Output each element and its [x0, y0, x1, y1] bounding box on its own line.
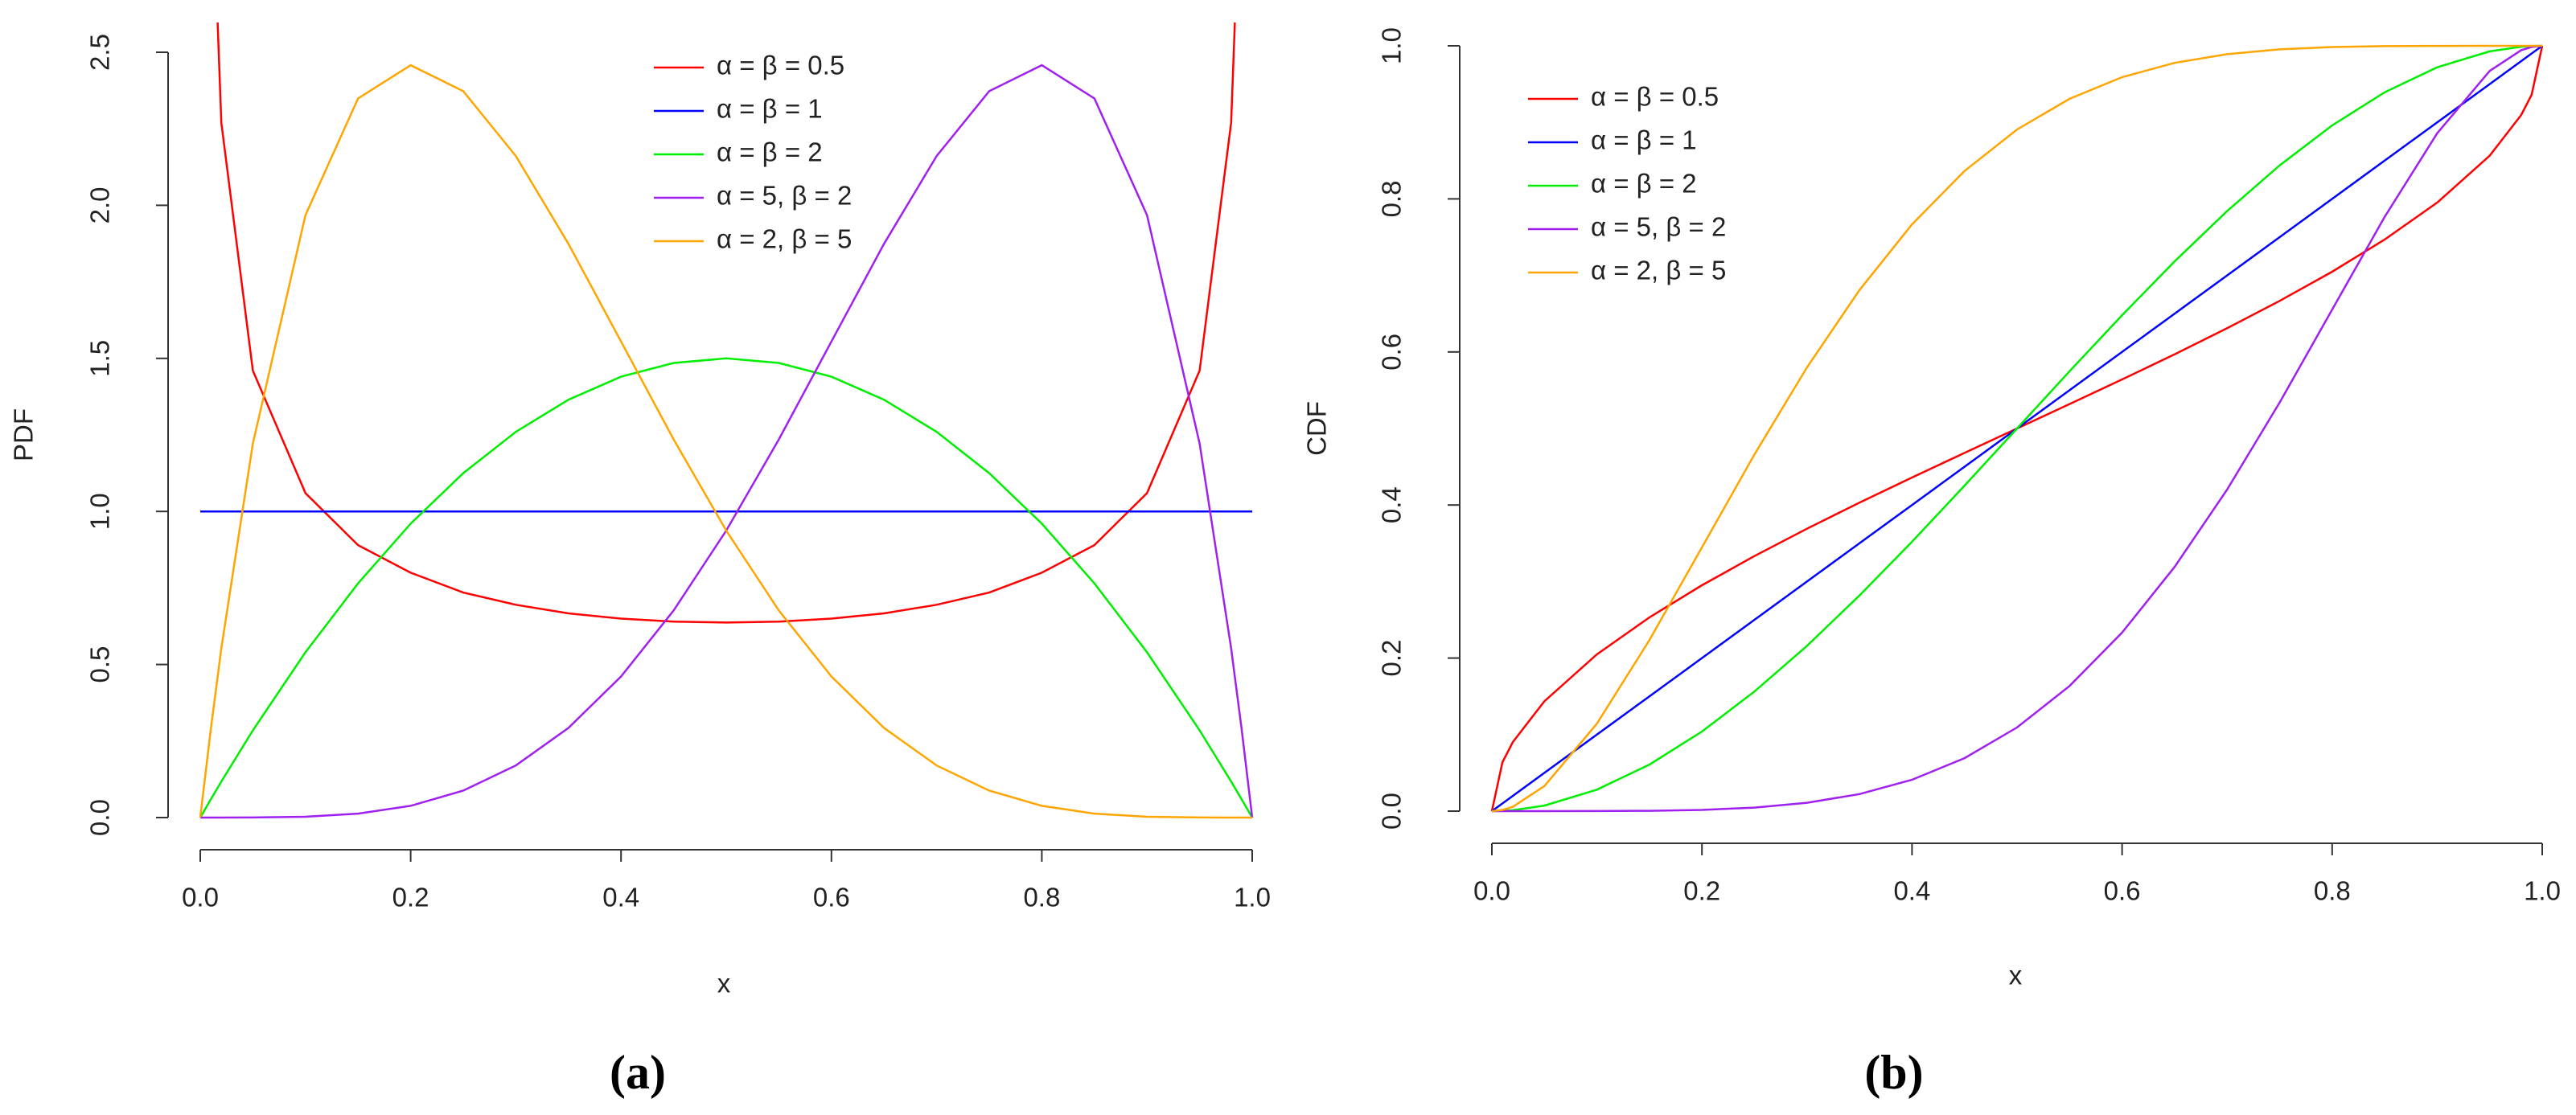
y-tick-label: 0.2 [1377, 640, 1407, 677]
legend-label: α = 5, β = 2 [717, 181, 852, 211]
line-series [200, 64, 1254, 819]
x-tick-label: 1.0 [1234, 883, 1271, 912]
legend-label: α = 5, β = 2 [1591, 212, 1726, 242]
x-tick-label: 1.0 [2524, 876, 2561, 906]
x-tick-label: 0.2 [392, 883, 429, 912]
line-series [1491, 44, 2542, 813]
y-tick-label: 1.0 [85, 493, 115, 530]
legend-label: α = β = 1 [1591, 125, 1697, 155]
y-axis-label: PDF [9, 408, 39, 461]
y-tick-label: 2.5 [85, 34, 115, 71]
plot-area [1490, 44, 2544, 813]
line-series [216, 23, 1236, 624]
x-tick-label: 0.6 [2104, 876, 2141, 906]
line-series [1491, 44, 2543, 813]
line-series [199, 357, 1254, 818]
y-tick-label: 0.6 [1377, 334, 1407, 371]
legend-label: α = 2, β = 5 [1591, 256, 1726, 285]
x-axis-label: x [717, 969, 731, 998]
legend-label: α = β = 2 [1591, 169, 1697, 199]
x-tick-label: 0.4 [1893, 876, 1930, 906]
legend-label: α = β = 2 [717, 137, 823, 167]
x-tick-label: 0.8 [1023, 883, 1060, 912]
y-tick-label: 0.8 [1377, 180, 1407, 217]
line-series [1492, 44, 2543, 813]
x-tick-label: 0.0 [1473, 876, 1510, 906]
plot-area [199, 23, 1254, 819]
panel-caption: (a) [610, 1046, 666, 1099]
y-tick-label: 0.0 [1377, 793, 1407, 830]
y-tick-label: 0.4 [1377, 486, 1407, 523]
line-series [199, 64, 1252, 819]
y-tick-label: 0.5 [85, 646, 115, 683]
x-tick-label: 0.6 [813, 883, 850, 912]
x-tick-label: 0.0 [182, 883, 219, 912]
y-tick-label: 0.0 [85, 799, 115, 836]
x-axis-label: x [2009, 961, 2023, 990]
legend-label: α = 2, β = 5 [717, 224, 852, 254]
y-tick-label: 1.0 [1377, 27, 1407, 64]
y-tick-label: 2.0 [85, 187, 115, 223]
panel-caption: (b) [1864, 1046, 1923, 1099]
x-tick-label: 0.8 [2314, 876, 2351, 906]
y-axis-label: CDF [1302, 401, 1332, 456]
x-tick-label: 0.2 [1683, 876, 1720, 906]
legend-label: α = β = 0.5 [717, 51, 844, 80]
y-tick-label: 1.5 [85, 340, 115, 377]
legend-label: α = β = 1 [717, 94, 823, 124]
legend-label: α = β = 0.5 [1591, 82, 1719, 112]
x-tick-label: 0.4 [602, 883, 639, 912]
